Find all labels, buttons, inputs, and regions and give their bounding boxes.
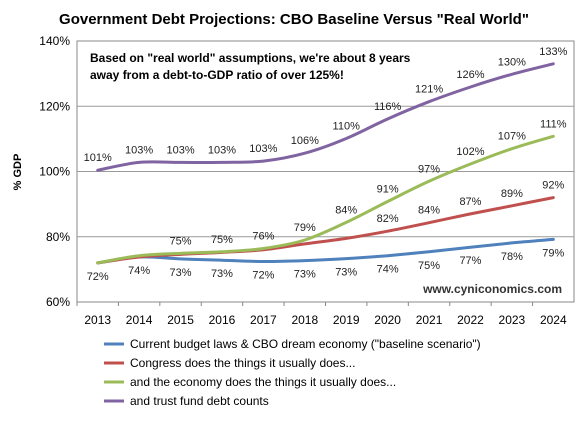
annotation-text: Based on "real world" assumptions, we're… (90, 51, 414, 82)
data-label: 116% (374, 101, 402, 113)
data-label: 89% (501, 188, 523, 200)
data-label: 92% (542, 180, 564, 192)
data-label: 84% (335, 204, 357, 216)
data-label: 103% (125, 144, 153, 156)
x-tick-label: 2016 (209, 313, 236, 327)
data-label: 97% (418, 163, 440, 175)
data-label: 82% (377, 213, 399, 225)
data-label: 103% (166, 144, 194, 156)
gridlines (77, 105, 574, 238)
chart-title: Government Debt Projections: CBO Baselin… (59, 11, 529, 28)
y-axis-ticks: 60% 80% 100% 120% 140% (39, 34, 70, 309)
x-tick-label: 2015 (167, 313, 194, 327)
series-lines (96, 62, 555, 265)
data-label: 74% (377, 264, 399, 276)
y-tick-label: 140% (39, 34, 70, 48)
x-tick-label: 2017 (250, 313, 277, 327)
y-tick-label: 80% (46, 230, 70, 244)
x-tick-label: 2014 (126, 313, 153, 327)
annotation-line-2: away from a debt-to-GDP ratio of over 12… (90, 68, 344, 82)
data-label: 111% (540, 118, 567, 130)
data-labels: 72% 74% 73% 73% 72% 73% 73% 74% 75% 77% 78% 79% 82% 8… (84, 46, 568, 283)
data-label: 75% (418, 260, 440, 272)
annotation-line-1: Based on "real world" assumptions, we're… (90, 51, 411, 65)
data-label: 72% (252, 270, 274, 282)
data-label: 75% (211, 234, 233, 246)
data-label: 110% (333, 121, 361, 133)
x-tick-label: 2013 (84, 313, 111, 327)
data-label: 130% (498, 56, 526, 68)
data-label: 76% (252, 230, 274, 242)
x-tick-label: 2018 (291, 313, 318, 327)
x-tick-label: 2020 (374, 313, 401, 327)
data-label: 106% (291, 135, 319, 147)
x-tick-label: 2024 (540, 313, 567, 327)
data-label: 74% (128, 265, 150, 277)
data-label: 101% (84, 152, 112, 164)
x-tick-label: 2021 (416, 313, 443, 327)
data-label: 126% (456, 69, 484, 81)
y-tick-label: 100% (39, 165, 70, 179)
series-line-3 (96, 134, 555, 265)
data-label: 107% (498, 131, 526, 143)
y-axis-label: % GDP (12, 154, 24, 191)
data-label: 72% (87, 271, 109, 283)
y-tick-label: 120% (39, 99, 70, 113)
legend: Current budget laws & CBO dream economy … (104, 337, 481, 408)
y-tick-label: 60% (46, 295, 70, 309)
data-label: 91% (377, 184, 399, 196)
x-tick-label: 2023 (499, 313, 526, 327)
legend-label-1: Current budget laws & CBO dream economy … (130, 337, 481, 351)
data-label: 133% (539, 46, 567, 58)
data-label: 79% (294, 222, 316, 234)
legend-label-2: Congress does the things it usually does… (130, 356, 355, 370)
data-label: 121% (415, 84, 443, 96)
legend-label-3: and the economy does the things it usual… (130, 375, 396, 389)
watermark-text: www.cyniconomics.com (422, 282, 562, 296)
x-tick-label: 2019 (333, 313, 360, 327)
data-label: 73% (294, 269, 316, 281)
data-label: 78% (501, 251, 523, 263)
data-label: 103% (249, 143, 277, 155)
data-label: 79% (542, 247, 564, 259)
data-label: 103% (208, 144, 236, 156)
data-label: 73% (170, 267, 192, 279)
series-line-4 (96, 62, 555, 172)
series-line-1 (96, 237, 555, 265)
data-label: 75% (170, 235, 192, 247)
data-label: 77% (459, 255, 481, 267)
data-label: 84% (418, 205, 440, 217)
x-tick-label: 2022 (457, 313, 484, 327)
data-label: 102% (456, 146, 484, 158)
data-label: 87% (459, 196, 481, 208)
legend-label-4: and trust fund debt counts (130, 394, 269, 408)
data-label: 73% (211, 268, 233, 280)
x-axis-ticks: 2013 2014 2015 2016 2017 2018 2019 2020 2021 2022… (76, 302, 567, 327)
data-label: 73% (335, 267, 357, 279)
